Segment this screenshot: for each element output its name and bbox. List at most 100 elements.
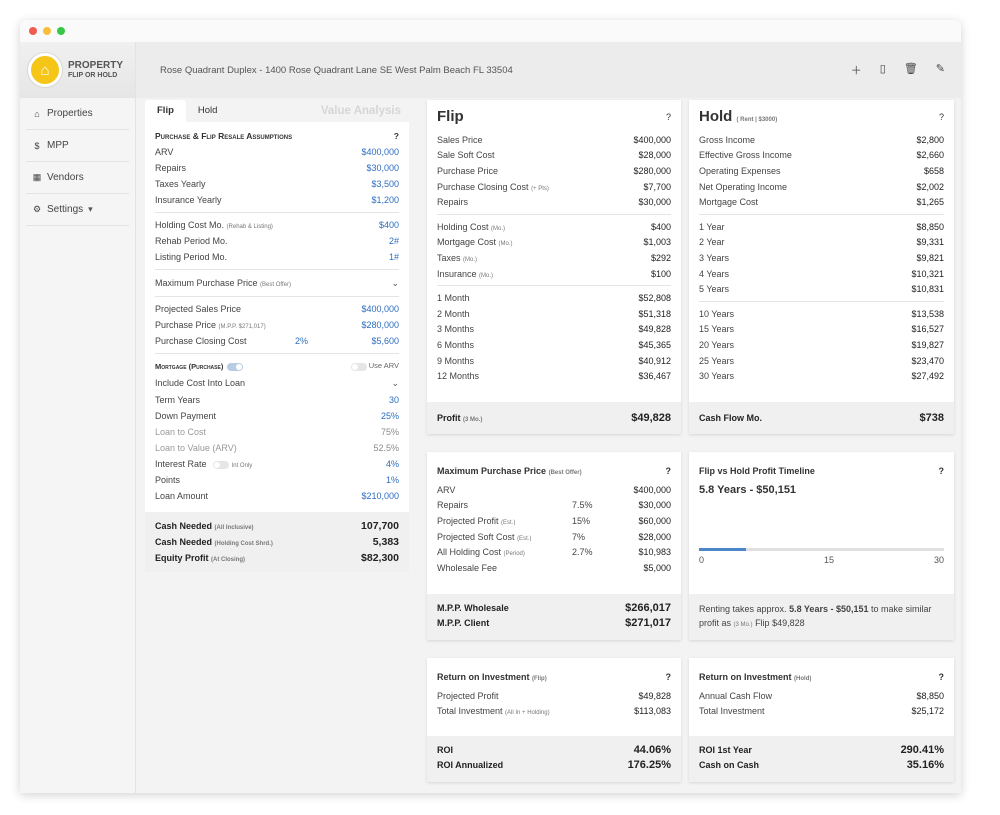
hold-early-years-list: 1 Year $8,850 2 Year $9,331 3 Years $9,821 … (699, 219, 944, 297)
taxes-input[interactable]: $3,500 (371, 179, 399, 189)
repairs-label: Repairs (155, 163, 187, 173)
list-item-label: Projected Profit (437, 690, 499, 701)
close-window-button[interactable] (29, 27, 37, 35)
tab-value-analysis[interactable]: Value Analysis (320, 105, 401, 117)
rehab-input[interactable]: 2# (388, 236, 399, 246)
sidebar-item-settings[interactable]: ⚙ Settings ▾ (26, 194, 129, 226)
interest-label: Interest Rate (155, 459, 207, 469)
list-item-note: (Period) (503, 551, 525, 558)
points-input[interactable]: 1% (385, 475, 399, 485)
timeline-headline: 5.8 Years - $50,151 (699, 484, 797, 496)
roi-value: 44.06% (633, 743, 671, 756)
arv-input[interactable]: $400,000 (361, 147, 399, 157)
flip-costs-list: Sales Price $400,000 Sale Soft Cost $28,00… (437, 132, 671, 210)
tab-flip[interactable]: Flip (145, 100, 186, 122)
trash-icon[interactable]: 🗑 (903, 63, 918, 75)
purchase-input[interactable]: $280,000 (361, 320, 399, 330)
sidebar-item-properties[interactable]: ⌂ Properties (26, 98, 129, 130)
help-icon[interactable]: ? (938, 466, 945, 476)
list-item-label: 15 Years (699, 324, 735, 335)
list-item-value: $49,828 (638, 324, 671, 335)
ltv-value: 52.5% (373, 443, 399, 453)
mpp-client-value: $271,017 (625, 617, 671, 630)
mpp-wholesale-value: $266,017 (625, 601, 671, 614)
logo-subtitle: FLIP OR HOLD (68, 71, 118, 79)
list-item-label: Repairs (437, 197, 469, 208)
help-icon[interactable]: ? (665, 672, 672, 682)
list-item-value: $1,003 (643, 237, 671, 248)
mpp-dropdown[interactable]: Maximum Purchase Price (Best Offer) ⌄ (155, 274, 399, 292)
holding-label: Holding Cost Mo. (155, 220, 225, 230)
use-arv-toggle[interactable] (350, 362, 367, 371)
timeline-progress-bar (699, 548, 944, 551)
loan-value: $210,000 (361, 491, 399, 501)
cash-needed-value: 107,700 (361, 520, 399, 532)
list-item-value: $9,821 (916, 252, 944, 263)
include-cost-dropdown[interactable]: Include Cost Into Loan ⌄ (155, 374, 399, 392)
list-item-value: $45,365 (638, 339, 671, 350)
list-item-label: Sale Soft Cost (437, 150, 495, 161)
sidebar-item-vendors[interactable]: ▦ Vendors (26, 162, 129, 194)
list-item-value: $52,808 (638, 293, 671, 304)
proj-sales-input[interactable]: $400,000 (361, 304, 399, 314)
down-input[interactable]: 25% (380, 411, 399, 421)
mpp-dropdown-note: (Best Offer) (260, 282, 291, 288)
repairs-input[interactable]: $30,000 (366, 163, 399, 173)
list-item-value: $113,083 (634, 706, 671, 717)
list-item-label: Purchase Closing Cost (437, 181, 529, 192)
cash-needed-label: Cash Needed (155, 521, 213, 531)
list-item-label: Purchase Price (437, 165, 499, 176)
purchase-label: Purchase Price (155, 320, 217, 330)
holding-input[interactable]: $400 (378, 220, 399, 230)
help-icon[interactable]: ? (938, 112, 944, 122)
mortgage-toggle[interactable] (227, 362, 244, 371)
timeline-card: Flip vs Hold Profit Timeline? 5.8 Years … (689, 452, 954, 640)
list-item-label: 6 Months (437, 339, 475, 350)
tab-hold[interactable]: Hold (197, 105, 218, 116)
list-item-value: $60,000 (638, 515, 671, 526)
sidebar-item-label: MPP (47, 140, 69, 151)
closing-pct-input[interactable]: 2% (295, 336, 309, 346)
pencil-icon[interactable]: ✎ (935, 63, 945, 75)
flip-title: Flip (437, 108, 464, 125)
ltc-label: Loan to Cost (155, 427, 207, 437)
list-item-label: ARV (437, 484, 456, 495)
term-input[interactable]: 30 (388, 395, 399, 405)
timeline-foot-post: Flip $49,828 (755, 618, 805, 629)
sidebar-item-mpp[interactable]: $ MPP (26, 130, 129, 162)
hold-title-note: ( Rent | $3000) (736, 117, 778, 123)
equity-label: Equity Profit (155, 553, 209, 563)
list-item-value: $2,800 (916, 134, 944, 145)
mpp-dropdown-label: Maximum Purchase Price (155, 278, 258, 288)
flip-monthly-list: Holding Cost (Mo.) $400 Mortgage Cost (Mo… (437, 219, 671, 281)
timeline-summary: Renting takes approx. 5.8 Years - $50,15… (689, 594, 954, 640)
list-item-label: 2 Year (699, 237, 725, 248)
closing-input[interactable]: $5,600 (371, 336, 399, 346)
interest-input[interactable]: 4% (385, 459, 399, 469)
hold-title: Hold (699, 108, 733, 125)
list-item-note: (All In + Holding) (505, 710, 550, 717)
list-item-label: Projected Profit (437, 515, 499, 526)
listing-input[interactable]: 1# (388, 252, 399, 262)
help-icon[interactable]: ? (938, 672, 945, 682)
insurance-input[interactable]: $1,200 (371, 195, 399, 205)
list-item-note: (Mo.) (498, 241, 513, 248)
list-item-label: Taxes (437, 252, 461, 263)
minimize-window-button[interactable] (43, 27, 51, 35)
cash-on-cash-label: Cash on Cash (699, 760, 760, 771)
timeline-title: Flip vs Hold Profit Timeline (699, 466, 815, 476)
help-icon[interactable]: ? (665, 466, 672, 476)
app-logo[interactable]: ⌂ PROPERTY FLIP OR HOLD (20, 42, 135, 98)
building-icon: ▦ (32, 172, 42, 182)
interest-only-toggle[interactable] (213, 460, 230, 469)
maximize-window-button[interactable] (57, 27, 65, 35)
sidebar-item-label: Settings (47, 204, 84, 215)
document-icon[interactable]: ▯ (879, 63, 886, 75)
plus-icon[interactable]: ＋ (850, 65, 862, 77)
list-item-value: $51,318 (638, 308, 671, 319)
help-icon[interactable]: ? (393, 131, 399, 141)
mortgage-label: Mortgage (Purchase) (155, 362, 224, 371)
help-icon[interactable]: ? (665, 112, 671, 122)
list-item-value: $8,850 (916, 221, 944, 232)
list-item-pct: 7.5% (572, 500, 593, 511)
